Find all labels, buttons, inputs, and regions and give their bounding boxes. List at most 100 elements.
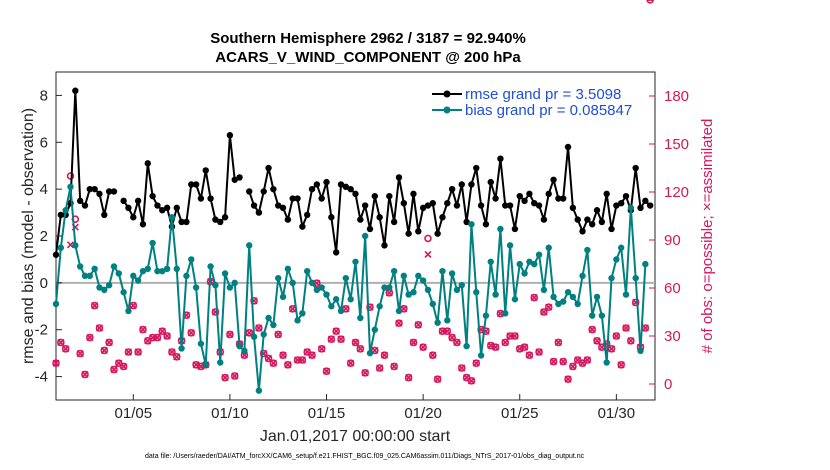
obs-assimilated-cross-b <box>569 362 577 370</box>
obs-assimilated-cross-b <box>443 327 451 335</box>
y-tick-label: -2 <box>35 322 48 339</box>
obs-assimilated-marker <box>226 330 234 338</box>
bias-point <box>250 333 258 340</box>
bias-point <box>221 270 229 277</box>
rmse-point <box>275 202 282 209</box>
obs-assimilated-marker <box>322 367 331 375</box>
obs-assimilated-marker <box>617 361 625 369</box>
bias-point <box>395 307 403 315</box>
rmse-point <box>265 164 272 172</box>
obs-assimilated-marker <box>95 324 104 332</box>
obs-possible-marker <box>81 370 89 379</box>
rmse-point <box>579 228 586 235</box>
bias-point <box>313 286 321 294</box>
rmse-point <box>608 225 615 233</box>
rmse-point <box>337 181 345 188</box>
obs-assimilated-marker <box>163 332 171 340</box>
y2-axis-label: # of obs: o=possible; ×=assimilated <box>699 119 716 354</box>
obs-assimilated-marker <box>52 359 60 367</box>
obs-assimilated-marker <box>458 364 466 372</box>
obs-assimilated-marker <box>612 332 620 340</box>
bias-point <box>110 263 118 270</box>
obs-possible-marker <box>153 333 162 342</box>
obs-possible-marker <box>327 335 336 344</box>
obs-assimilated-cross-b <box>187 329 195 337</box>
bias-point <box>72 242 79 249</box>
obs-assimilated-marker <box>385 289 393 297</box>
bias-point <box>598 312 606 319</box>
rmse-point <box>646 202 654 209</box>
obs-assimilated-cross-b <box>429 351 437 359</box>
rmse-point <box>207 195 214 202</box>
x-axis-label: Jan.01,2017 00:00:00 start <box>260 428 451 445</box>
obs-assimilated-cross-b <box>554 338 562 346</box>
bias-point <box>521 270 528 277</box>
obs-possible-marker <box>530 293 539 302</box>
obs-assimilated-marker <box>535 348 543 356</box>
bias-point <box>444 317 451 324</box>
rmse-point <box>323 178 330 186</box>
obs-assimilated-cross-b <box>91 302 99 310</box>
bias-point <box>202 361 209 369</box>
obs-assimilated-marker <box>627 337 635 345</box>
bias-point <box>555 300 562 308</box>
obs-assimilated-cross-b <box>356 345 364 353</box>
rmse-point <box>163 204 171 212</box>
rmse-point <box>535 202 543 209</box>
rmse-point <box>574 216 581 223</box>
obs-possible-marker <box>187 328 196 337</box>
obs-possible-marker <box>390 362 398 371</box>
bias-point <box>429 300 436 308</box>
obs-possible-marker <box>380 351 389 360</box>
bias-point <box>448 270 456 277</box>
obs-assimilated-marker <box>124 348 133 356</box>
rmse-point <box>86 185 94 193</box>
y2-tick-label: 0 <box>664 376 672 393</box>
chart-title: Southern Hemisphere 2962 / 3187 = 92.940… <box>210 30 526 47</box>
bias-point <box>318 284 325 291</box>
rmse-point <box>531 200 538 207</box>
obs-possible-marker <box>482 327 490 336</box>
obs-assimilated-cross-b <box>463 374 471 382</box>
obs-possible-marker <box>501 338 510 347</box>
footnote: data file: /Users/raeder/DAI/ATM_forcXX/… <box>145 453 585 460</box>
rmse-point <box>352 190 359 198</box>
obs-assimilated-cross-b <box>308 351 316 359</box>
bias-point <box>299 310 306 317</box>
obs-assimilated-marker <box>327 335 335 343</box>
obs-possible-marker <box>76 349 84 358</box>
bias-point <box>579 272 586 280</box>
x-tick-label: 01/05 <box>115 405 153 422</box>
obs-assimilated-cross-b <box>419 343 427 351</box>
obs-assimilated-cross-b <box>405 374 413 382</box>
obs-assimilated-marker <box>405 374 413 382</box>
obs-assimilated-cross-b <box>134 348 142 356</box>
obs-possible-marker <box>317 344 326 353</box>
rmse-point <box>482 221 490 228</box>
obs-assimilated-cross-b <box>376 364 384 372</box>
obs-assimilated-cross-b <box>414 321 422 329</box>
obs-possible-marker <box>646 0 654 4</box>
obs-possible-marker <box>549 357 558 366</box>
bias-point <box>120 289 127 296</box>
obs-assimilated-marker <box>641 324 649 332</box>
obs-assimilated-cross-b <box>255 324 263 332</box>
obs-assimilated-cross-b <box>62 345 70 353</box>
obs-possible-marker <box>409 338 418 347</box>
obs-assimilated-marker <box>139 326 147 334</box>
bias-point <box>76 263 84 270</box>
rmse-point <box>328 214 335 221</box>
bias-series <box>52 183 649 394</box>
rmse-point <box>125 204 132 212</box>
bias-point <box>183 272 190 280</box>
obs-assimilated-cross-b <box>521 343 529 351</box>
obs-possible-marker <box>612 332 621 340</box>
obs-possible-marker <box>506 332 514 340</box>
rmse-point <box>347 185 354 193</box>
bias-point <box>337 307 345 315</box>
obs-assimilated-cross-b <box>52 359 60 367</box>
rmse-point <box>555 195 562 202</box>
rmse-point <box>395 174 403 181</box>
obs-assimilated-marker <box>337 335 345 343</box>
obs-possible-marker <box>375 364 384 372</box>
